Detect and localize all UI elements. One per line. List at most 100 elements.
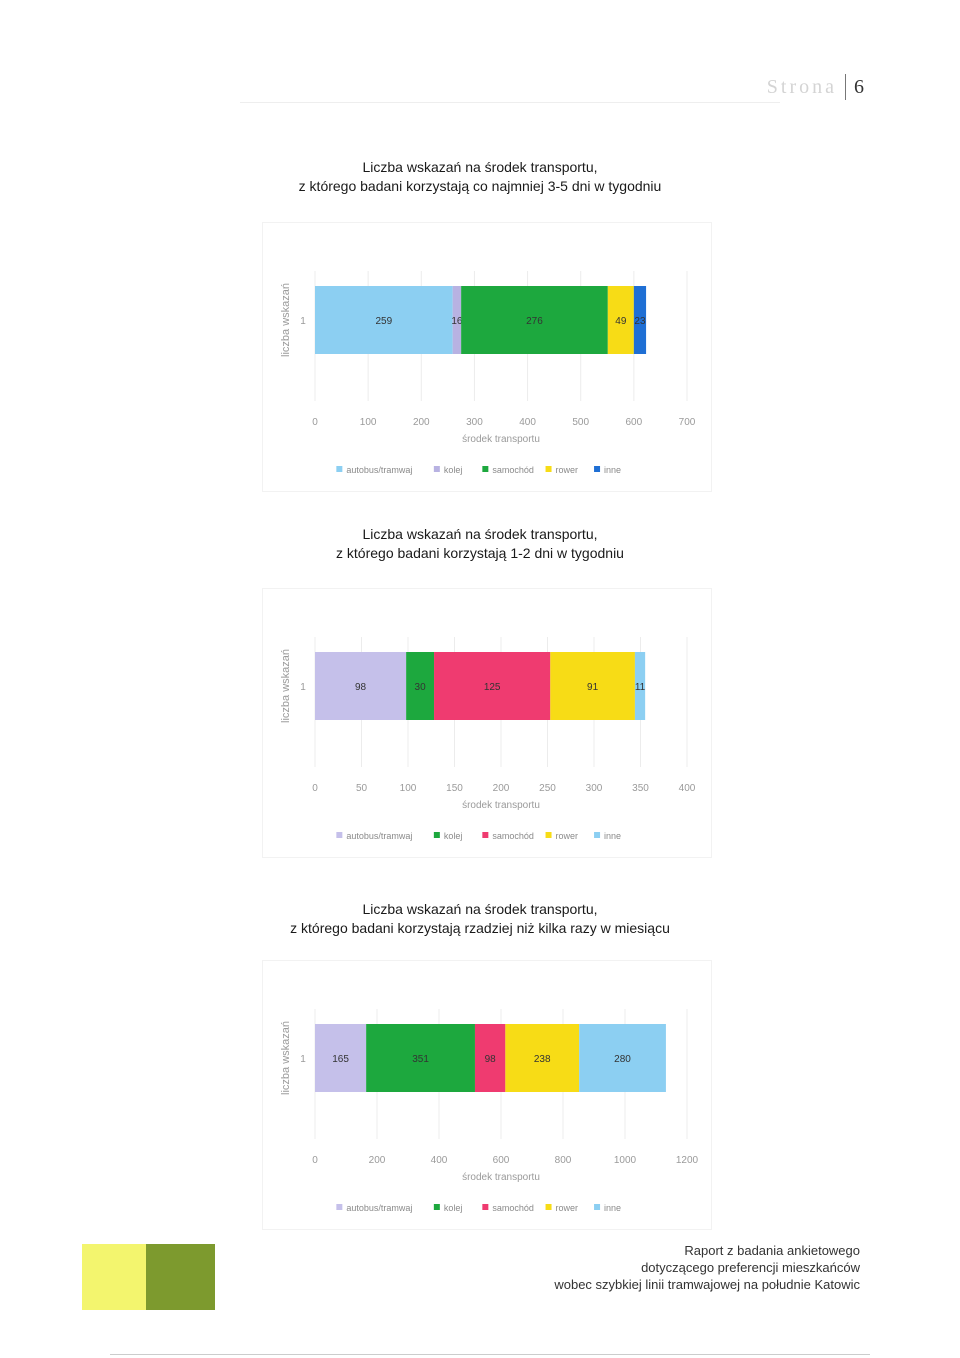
chart-3-bar-4: [505, 1024, 580, 1092]
chart-1-data-label-4: 49: [615, 316, 627, 327]
chart-2-x-tick-label: 150: [446, 783, 463, 794]
chart-2-legend-label-1: autobus/tramwaj: [346, 831, 412, 841]
chart-1-title: Liczba wskazań na środek transportu, z k…: [180, 158, 780, 196]
chart-1-bar-5: [633, 286, 647, 354]
chart-2-x-tick-label: 100: [400, 783, 417, 794]
footer-line-1: Raport z badania ankietowego: [684, 1243, 860, 1258]
chart-2-data-label-5: 11: [635, 682, 646, 693]
chart-1-x-tick-label: 400: [519, 417, 536, 428]
chart-2-legend-label-4: rower: [556, 831, 579, 841]
chart-1-data-label-1: 259: [375, 316, 392, 327]
chart-3-title-line2: z którego badani korzystają rzadziej niż…: [290, 920, 670, 936]
chart-3-legend-swatch-4: [545, 1204, 552, 1210]
chart-3-legend-label-2: kolej: [444, 1203, 463, 1213]
chart-3-bar-5: [579, 1024, 666, 1092]
chart-2-bar-3: [434, 652, 551, 720]
chart-2-legend-swatch-5: [594, 832, 601, 838]
chart-1-legend-label-5: inne: [604, 465, 621, 475]
chart-2-title-line1: Liczba wskazań na środek transportu,: [362, 526, 598, 542]
chart-1-legend-swatch-3: [482, 466, 489, 472]
page-number: 6: [854, 75, 864, 98]
chart-3-x-tick-label: 600: [493, 1155, 510, 1166]
chart-2-x-tick-label: 350: [632, 783, 649, 794]
chart-2-x-tick-label: 50: [356, 783, 368, 794]
chart-1-title-line2: z którego badani korzystają co najmniej …: [298, 178, 662, 194]
chart-3-legend-label-4: rower: [556, 1203, 579, 1213]
chart-1-x-axis-title: środek transportu: [462, 434, 540, 445]
chart-3-x-tick-label: 1000: [614, 1155, 637, 1166]
chart-3-title-line1: Liczba wskazań na środek transportu,: [362, 901, 598, 917]
chart-2-x-tick-label: 300: [586, 783, 603, 794]
chart-3-bar-1: [315, 1024, 367, 1092]
chart-2-data-label-4: 91: [587, 682, 599, 693]
chart-2-legend-swatch-2: [433, 832, 440, 838]
chart-2-x-tick-label: 200: [493, 783, 510, 794]
chart-2-x-tick-label: 250: [539, 783, 556, 794]
chart-1-category-label: 1: [300, 316, 306, 327]
footer-line-3: wobec szybkiej linii tramwajowej na połu…: [554, 1277, 860, 1292]
chart-1-bar-3: [461, 286, 608, 354]
bottom-divider: [110, 1354, 870, 1355]
chart-3-x-tick-label: 200: [369, 1155, 386, 1166]
footer-yellow-square: [82, 1244, 146, 1310]
chart-3-x-tick-label: 0: [312, 1155, 318, 1166]
chart-2-legend-label-3: samochód: [492, 831, 534, 841]
chart-3-legend-swatch-1: [336, 1204, 343, 1210]
chart-1-legend-label-2: kolej: [444, 465, 463, 475]
chart-2-bar-1: [315, 652, 407, 720]
chart-3-category-label: 1: [300, 1054, 306, 1065]
chart-2-bar-4: [550, 652, 635, 720]
chart-1-x-tick-label: 700: [679, 417, 696, 428]
chart-2-x-tick-label: 0: [312, 783, 318, 794]
chart-3-bar-3: [474, 1024, 506, 1092]
chart-1-x-tick-label: 100: [360, 417, 377, 428]
chart-3: liczba wskazań 1 165 351 98 238 280 0 200 400 600 8…: [262, 960, 712, 1230]
chart-3-x-tick-label: 800: [555, 1155, 572, 1166]
chart-1-bar-4: [607, 286, 634, 354]
chart-1: liczba wskazań 1 259 16 276 49 23 0 100 200 300 400…: [262, 222, 712, 492]
chart-1-bar-2: [452, 286, 462, 354]
page-header: Strona 6: [767, 70, 864, 104]
chart-3-plot: liczba wskazań 1 165 351 98 238 280 0 200 400 600 8…: [280, 1009, 699, 1213]
chart-1-data-label-3: 276: [526, 316, 543, 327]
chart-2: liczba wskazań 1 98 30 125 91 11 0 50 100 150 200 25…: [262, 588, 712, 858]
chart-1-x-tick-label: 0: [312, 417, 318, 428]
chart-2-legend-swatch-1: [336, 832, 343, 838]
chart-1-x-tick-label: 200: [413, 417, 430, 428]
chart-2-bar-5: [634, 652, 646, 720]
chart-3-x-tick-label: 400: [431, 1155, 448, 1166]
chart-1-legend-swatch-1: [336, 466, 343, 472]
chart-2-legend-label-5: inne: [604, 831, 621, 841]
chart-2-bar-2: [406, 652, 435, 720]
chart-2-x-axis-title: środek transportu: [462, 800, 540, 811]
page-header-word: Strona: [766, 75, 837, 98]
chart-2-plot: liczba wskazań 1 98 30 125 91 11 0 50 100 150 200 25…: [280, 637, 696, 841]
chart-3-legend-swatch-3: [482, 1204, 489, 1210]
chart-1-x-tick-label: 600: [626, 417, 643, 428]
chart-1-legend-swatch-2: [433, 466, 440, 472]
chart-2-category-label: 1: [300, 682, 306, 693]
chart-3-data-label-1: 165: [332, 1054, 349, 1065]
chart-3-legend-label-1: autobus/tramwaj: [346, 1203, 412, 1213]
footer-color-squares: [82, 1244, 215, 1310]
chart-1-x-tick-label: 300: [466, 417, 483, 428]
chart-1-plot: liczba wskazań 1 259 16 276 49 23 0 100 200 300 400…: [280, 271, 696, 475]
chart-1-x-tick-label: 500: [572, 417, 589, 428]
chart-2-title-line2: z którego badani korzystają 1-2 dni w ty…: [336, 545, 624, 561]
chart-3-x-axis-title: środek transportu: [462, 1172, 540, 1183]
chart-3-legend-swatch-2: [433, 1204, 440, 1210]
chart-2-title: Liczba wskazań na środek transportu, z k…: [180, 525, 780, 563]
chart-2-legend-swatch-4: [545, 832, 552, 838]
chart-3-y-axis-title: liczba wskazań: [280, 1021, 292, 1095]
footer-green-square: [146, 1244, 215, 1310]
chart-1-legend-swatch-4: [545, 466, 552, 472]
footer-line-2: dotyczącego preferencji mieszkańców: [641, 1260, 860, 1275]
chart-1-legend-label-3: samochód: [492, 465, 534, 475]
chart-3-legend-label-5: inne: [604, 1203, 621, 1213]
chart-2-legend-label-2: kolej: [444, 831, 463, 841]
chart-2-legend-swatch-3: [482, 832, 489, 838]
chart-1-title-line1: Liczba wskazań na środek transportu,: [362, 159, 598, 175]
header-separator: [845, 74, 846, 100]
chart-3-bar-2: [366, 1024, 475, 1092]
footer-report-title: Raport z badania ankietowego dotyczącego…: [554, 1242, 860, 1293]
